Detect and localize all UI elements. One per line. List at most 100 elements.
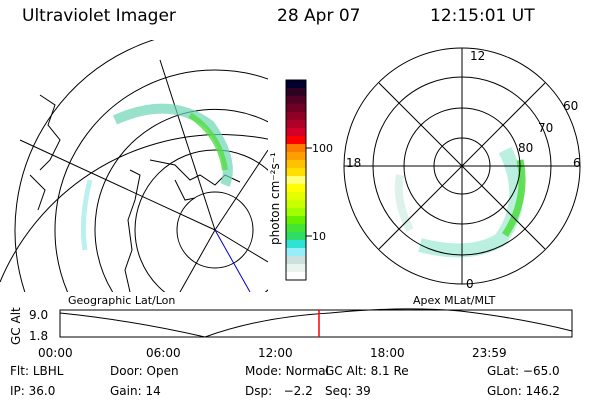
status-value: 36.0 [28, 384, 56, 398]
status-value: LBHL [32, 364, 64, 378]
status-value: Normal [285, 364, 329, 378]
colorbar-band [286, 176, 306, 185]
colorbar-band [286, 248, 306, 257]
lon-line [214, 149, 268, 231]
status-label: Flt: [10, 364, 33, 378]
status-item: GLon: 146.2 [487, 384, 560, 398]
status-value: Open [146, 364, 179, 378]
lon-line [19, 139, 216, 231]
lon-line [179, 229, 216, 292]
colorbar-band [286, 216, 306, 225]
coastline [29, 94, 61, 211]
xtick-4: 23:59 [472, 346, 507, 360]
altitude-curve [59, 308, 573, 338]
colorbar-band [286, 184, 306, 193]
status-item: Flt: LBHL [10, 364, 63, 378]
left-map-label: Geographic Lat/Lon [68, 294, 175, 307]
status-label: GLat: [487, 364, 523, 378]
colorbar-band [286, 120, 306, 129]
status-item: Gain: 14 [110, 384, 161, 398]
xtick-2: 12:00 [258, 346, 293, 360]
mlt-18-label: 18 [346, 156, 361, 170]
colorbar-band [286, 264, 306, 273]
apex-polar-map [343, 47, 581, 285]
aurora-oval-geo [80, 103, 233, 251]
colorbar-band [286, 88, 306, 97]
status-label: Door: [110, 364, 147, 378]
colorbar-band [286, 208, 306, 217]
colorbar-band [286, 128, 306, 137]
status-label: Mode: [245, 364, 286, 378]
right-map-label: Apex MLat/MLT [413, 294, 496, 307]
look-direction-line [214, 229, 251, 292]
status-item: GLat: −65.0 [487, 364, 560, 378]
colorbar-band [286, 152, 306, 161]
colorbar-band [286, 272, 306, 281]
status-item: GC Alt: 8.1 Re [325, 364, 409, 378]
mlt-12-label: 12 [470, 49, 485, 63]
date-label: 28 Apr 07 [277, 6, 361, 26]
lat-circle [176, 191, 254, 269]
lat-60-label: 60 [563, 99, 578, 113]
status-label: Seq: [325, 384, 356, 398]
colorbar-band [286, 200, 306, 209]
status-value: −2.2 [275, 384, 313, 398]
aurora-oval-mag [394, 146, 526, 258]
colorbar-band [286, 136, 306, 145]
ytick-1.8: 1.8 [29, 329, 48, 343]
lat-circle [94, 108, 268, 292]
colorbar-band [286, 232, 306, 241]
status-label: Dsp: [245, 384, 276, 398]
geographic-map [0, 40, 268, 292]
colorbar-band [286, 224, 306, 233]
colorbar-unit-label: photon cm⁻²s⁻¹ [268, 152, 282, 245]
status-label: GC Alt: [325, 364, 371, 378]
lat-70-label: 70 [538, 121, 553, 135]
altitude-plot: GC Alt 9.0 1.8 00:00 06:00 12:00 18:00 2… [9, 307, 573, 360]
ytick-9: 9.0 [29, 308, 48, 322]
instrument-title: Ultraviolet Imager [22, 6, 176, 26]
mlt-6-label: 6 [573, 156, 581, 170]
altitude-plot-frame [59, 309, 573, 338]
status-value: 8.1 Re [370, 364, 409, 378]
status-label: Gain: [110, 384, 146, 398]
status-item: Seq: 39 [325, 384, 371, 398]
time-label: 12:15:01 UT [430, 6, 535, 26]
colorbar-tick-10: 10 [312, 230, 326, 243]
colorbar-band [286, 160, 306, 169]
status-value: 146.2 [525, 384, 560, 398]
colorbar-band [286, 192, 306, 201]
colorbar-band [286, 168, 306, 177]
lon-line [214, 229, 268, 263]
colorbar [286, 80, 306, 281]
colorbar-band [286, 80, 306, 89]
status-value: 14 [145, 384, 161, 398]
coastline [124, 169, 141, 292]
lat-circle [54, 69, 268, 292]
colorbar-frame [285, 79, 307, 281]
xtick-0: 00:00 [38, 346, 73, 360]
lat-80-label: 80 [518, 141, 533, 155]
lat-circle [14, 40, 155, 292]
status-item: Mode: Normal [245, 364, 329, 378]
status-label: GLon: [487, 384, 526, 398]
lon-line [159, 59, 216, 231]
status-label: IP: [10, 384, 29, 398]
status-item: IP: 36.0 [10, 384, 55, 398]
colorbar-band [286, 144, 306, 153]
colorbar-band [286, 104, 306, 113]
colorbar-band [286, 112, 306, 121]
colorbar-band [286, 256, 306, 265]
colorbar-band [286, 96, 306, 105]
colorbar-tick-100: 100 [312, 142, 333, 155]
xtick-3: 18:00 [370, 346, 405, 360]
lat-circle [134, 149, 268, 292]
status-item: Door: Open [110, 364, 179, 378]
status-item: Dsp: −2.2 [245, 384, 313, 398]
lat-circle [0, 134, 268, 283]
mlt-0-label: 0 [466, 277, 474, 291]
xtick-1: 06:00 [146, 346, 181, 360]
altitude-ylabel: GC Alt [9, 307, 23, 345]
